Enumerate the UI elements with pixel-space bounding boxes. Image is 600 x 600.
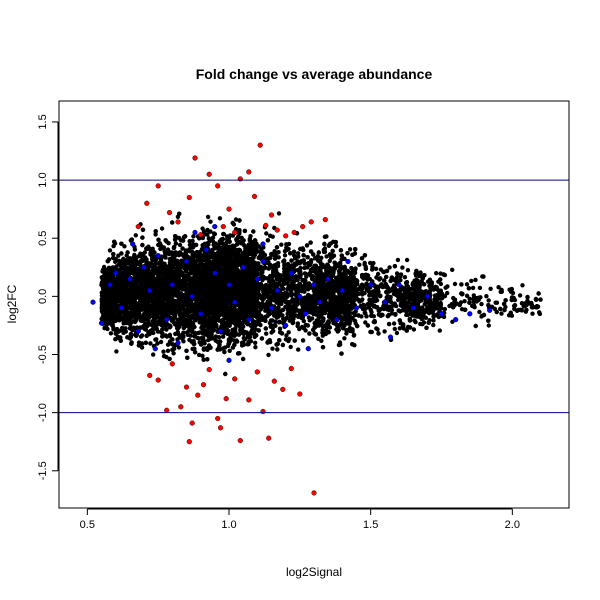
data-point bbox=[208, 219, 213, 224]
data-point bbox=[437, 328, 442, 333]
chart-title: Fold change vs average abundance bbox=[196, 66, 433, 82]
data-point bbox=[394, 271, 400, 276]
data-point bbox=[284, 333, 289, 338]
data-point bbox=[165, 247, 171, 252]
data-point bbox=[176, 345, 182, 350]
data-point bbox=[282, 253, 288, 258]
data-point bbox=[363, 320, 368, 325]
data-point bbox=[464, 282, 470, 287]
data-point bbox=[473, 277, 478, 283]
data-point bbox=[470, 285, 476, 291]
data-point bbox=[151, 352, 156, 357]
data-point bbox=[374, 326, 379, 331]
data-point bbox=[405, 268, 411, 273]
data-point bbox=[200, 353, 205, 358]
data-point bbox=[450, 267, 455, 272]
data-point bbox=[316, 258, 321, 263]
data-point bbox=[133, 233, 138, 238]
data-point bbox=[296, 347, 301, 352]
data-point bbox=[233, 217, 239, 222]
data-point bbox=[310, 327, 316, 333]
data-point bbox=[344, 331, 349, 336]
data-point bbox=[479, 301, 484, 307]
data-point bbox=[442, 306, 447, 312]
data-point bbox=[402, 275, 408, 280]
data-point bbox=[196, 352, 202, 358]
data-point bbox=[153, 232, 158, 237]
data-point bbox=[462, 299, 467, 304]
data-point bbox=[368, 260, 373, 266]
data-point bbox=[304, 272, 309, 278]
data-point bbox=[523, 309, 528, 314]
data-point bbox=[171, 351, 176, 356]
data-point bbox=[404, 257, 410, 263]
data-point bbox=[488, 286, 493, 291]
data-point bbox=[122, 244, 127, 249]
data-point bbox=[177, 242, 183, 248]
data-point bbox=[276, 211, 282, 216]
data-point bbox=[382, 329, 387, 334]
data-point bbox=[371, 260, 376, 266]
data-point bbox=[347, 247, 353, 252]
data-point bbox=[467, 296, 472, 301]
data-point bbox=[288, 344, 293, 350]
data-point bbox=[484, 294, 489, 299]
data-point bbox=[276, 255, 281, 260]
data-point bbox=[486, 298, 491, 303]
data-point bbox=[373, 266, 379, 271]
data-point bbox=[512, 297, 518, 303]
data-point bbox=[394, 275, 400, 280]
data-point bbox=[295, 251, 301, 256]
data-point bbox=[413, 319, 418, 325]
data-point bbox=[464, 293, 470, 298]
data-point bbox=[369, 310, 374, 315]
data-point bbox=[227, 348, 232, 353]
data-point bbox=[400, 265, 405, 270]
data-point bbox=[217, 216, 223, 221]
data-point bbox=[277, 326, 283, 331]
data-point bbox=[165, 348, 171, 353]
data-point bbox=[220, 334, 226, 339]
data-point bbox=[205, 214, 211, 220]
data-point bbox=[301, 318, 306, 324]
data-point bbox=[391, 303, 396, 308]
data-point bbox=[375, 271, 381, 277]
data-point bbox=[191, 234, 196, 239]
data-point bbox=[342, 336, 347, 341]
data-point bbox=[357, 262, 362, 267]
data-point bbox=[279, 242, 284, 247]
data-point bbox=[469, 278, 474, 284]
data-point bbox=[392, 326, 397, 332]
data-point bbox=[159, 226, 165, 231]
data-point bbox=[499, 311, 504, 316]
data-point bbox=[438, 281, 444, 287]
data-point bbox=[397, 326, 402, 331]
data-point bbox=[445, 290, 450, 296]
data-point bbox=[161, 349, 166, 354]
data-point bbox=[530, 311, 535, 316]
black-points-layer bbox=[99, 211, 543, 377]
data-point bbox=[107, 248, 113, 253]
data-point bbox=[264, 331, 269, 336]
